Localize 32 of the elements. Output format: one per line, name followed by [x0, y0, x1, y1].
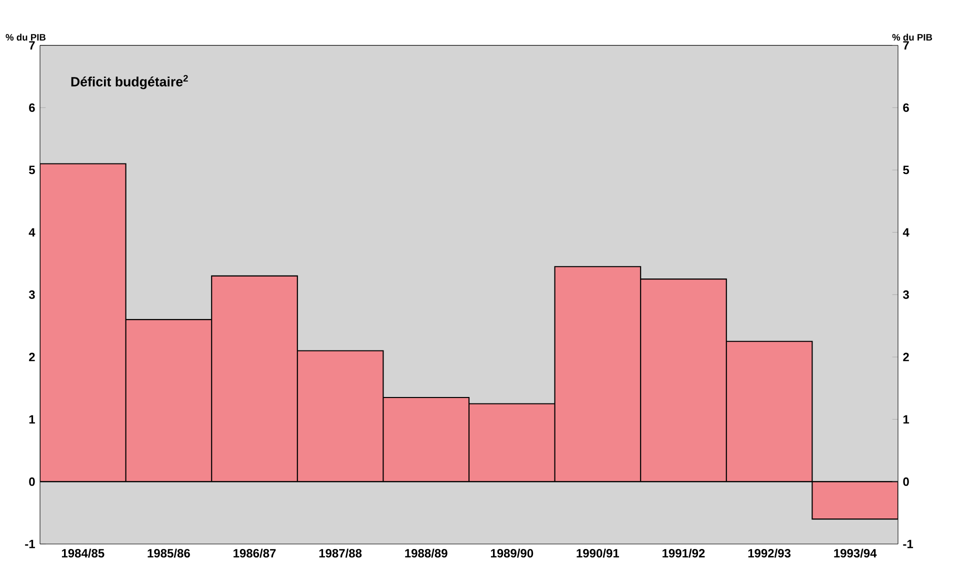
y-tick-label: 3: [28, 290, 35, 299]
x-tick-label: 1992/93: [748, 548, 791, 558]
y-tick-label: 2: [29, 352, 35, 362]
x-tick-label: 1987/88: [319, 548, 362, 558]
x-tick-label: 1984/85: [62, 548, 104, 558]
x-tick-label: 1990/91: [576, 548, 620, 558]
x-tick-label: 1985/86: [148, 548, 190, 558]
x-tick-label: 1986/87: [234, 548, 276, 558]
y2-tick-label: 6: [903, 103, 909, 112]
y-tick-label: 1: [29, 415, 35, 424]
y2-tick-label: 7: [903, 41, 909, 50]
x-tick-label: 1991/92: [662, 548, 705, 558]
x-tick-label: 1993/94: [834, 548, 877, 558]
y2-tick-label: 2: [903, 352, 909, 362]
bar: [812, 481, 898, 520]
y-tick-label: -1: [25, 540, 35, 548]
y2-tick-label: 3: [902, 290, 909, 299]
y-tick-label: 0: [29, 477, 35, 486]
y2-tick-label: -1: [903, 540, 914, 548]
y2-tick-label: 1: [903, 415, 910, 424]
y-tick-label: 4: [28, 228, 36, 236]
x-tick-label: 1988/89: [405, 548, 448, 558]
y2-tick-label: 4: [902, 228, 910, 236]
y-tick-label: 5: [29, 166, 35, 174]
y2-tick-label: 0: [903, 477, 909, 486]
x-tick-label: 1989/90: [490, 548, 534, 558]
y-axis-title: % du PIB: [6, 34, 46, 41]
y2-tick-label: 5: [903, 166, 910, 174]
y-tick-label: 7: [29, 41, 35, 50]
y-tick-label: 6: [29, 103, 35, 112]
y2-axis-title: % du PIB: [892, 34, 932, 41]
annotation: Déficit budgétaire$^{2}$: [71, 74, 188, 90]
